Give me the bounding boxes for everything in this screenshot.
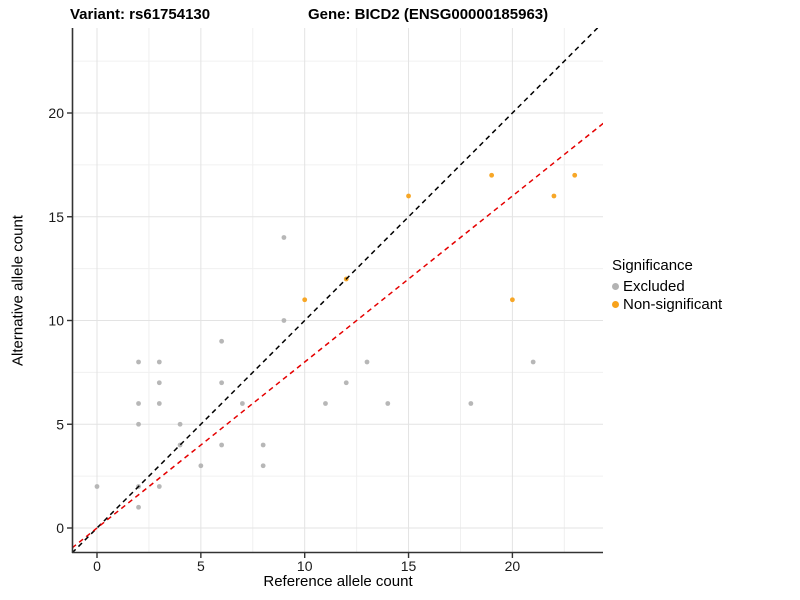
data-point [136,359,141,365]
series-excluded [94,235,536,510]
y-tick-label: 5 [56,416,64,432]
gridlines [73,28,603,552]
data-point [94,484,100,489]
data-point [406,193,411,199]
data-point [219,380,225,386]
legend-item-label: Non-significant [623,295,723,313]
legend-title: Significance [612,257,693,274]
data-point [156,380,162,386]
data-point [136,504,141,510]
data-point [323,401,328,406]
data-point [281,235,287,240]
x-tick-label: 0 [93,558,101,574]
y-tick-label: 0 [56,520,64,536]
data-point [136,421,141,427]
data-point [385,401,391,406]
x-tick-label: 10 [297,558,313,574]
legend-item-label: Excluded [623,277,685,295]
legend-point-icon [612,282,619,290]
data-point [156,359,162,365]
axes: 0 5 10 15 20 0 5 10 15 20 [48,28,603,574]
legend-item-non-significant: Non-significant [612,295,722,313]
data-point [510,297,515,303]
data-point [136,401,141,406]
data-point [239,401,245,406]
data-point [156,484,162,489]
data-point [343,380,349,386]
plot-title-variant: Variant: rs61754130 [70,6,211,23]
legend-point-icon [612,300,619,308]
expected-ratio-line [73,122,603,549]
legend-item-excluded: Excluded [612,277,722,295]
panel-content [73,28,603,552]
y-axis-label: Alternative allele count [9,215,27,366]
data-point [260,463,266,469]
data-point [260,442,266,448]
x-axis-label: Reference allele count [263,573,413,590]
data-point [156,401,162,406]
data-point [281,318,287,323]
x-tick-label: 15 [401,558,417,574]
identity-line [73,28,599,552]
data-point [572,172,578,178]
data-point [219,338,225,344]
data-point [489,172,495,178]
x-tick-label: 5 [197,558,205,574]
y-tick-label: 20 [48,105,64,121]
data-point [198,463,204,469]
y-tick-label: 15 [48,209,64,225]
data-point [551,193,557,199]
data-point [468,401,474,406]
data-point [364,359,370,365]
legend-items: Excluded Non-significant [612,277,722,313]
y-tick-label: 10 [48,313,64,329]
x-tick-label: 20 [505,558,521,574]
data-point [219,442,225,448]
data-point [177,421,183,427]
data-point [302,297,308,303]
data-point [530,359,536,365]
plot-title-gene: Gene: BICD2 (ENSG00000185963) [308,6,549,23]
legend: Significance Excluded Non-significant [612,257,722,313]
